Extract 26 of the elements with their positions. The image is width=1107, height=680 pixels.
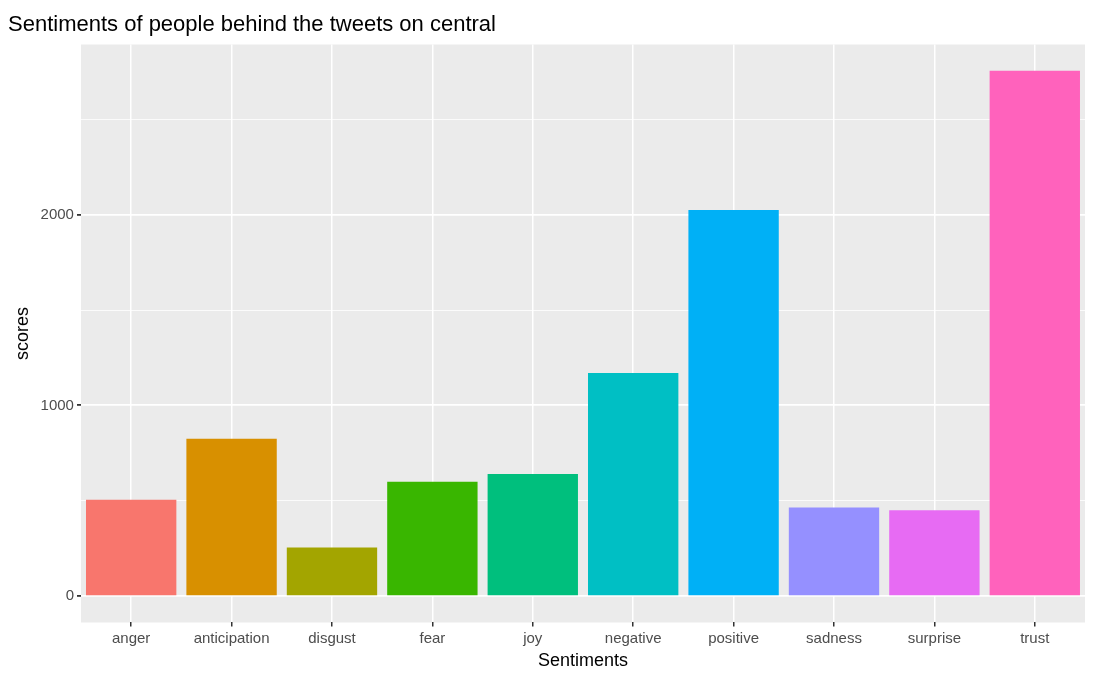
x-tick-label: negative	[604, 628, 662, 646]
y-tick-label: 0	[65, 586, 74, 604]
bar	[186, 438, 277, 596]
y-tick-label: 2000	[40, 204, 74, 222]
bar	[989, 70, 1080, 596]
x-tick-label: sadness	[806, 628, 862, 646]
chart-title: Sentiments of people behind the tweets on central	[8, 11, 496, 37]
x-tick-label: positive	[708, 628, 760, 646]
bar	[286, 547, 378, 596]
bar	[487, 474, 578, 596]
x-tick-label: anger	[111, 628, 151, 646]
x-tick-label: anticipation	[193, 628, 270, 646]
y-tick-label: 1000	[40, 395, 74, 413]
x-axis-title: Sentiments	[537, 650, 629, 671]
x-tick-label: disgust	[308, 628, 357, 646]
y-axis-title: scores	[11, 306, 32, 360]
x-tick-label: surprise	[907, 628, 962, 646]
x-tick-label: joy	[522, 628, 543, 646]
bar	[588, 372, 679, 596]
bar	[889, 510, 980, 596]
bar	[387, 481, 478, 596]
bar	[788, 507, 880, 596]
x-tick-label: trust	[1020, 628, 1051, 646]
bar	[688, 209, 779, 596]
x-tick-label: fear	[419, 628, 446, 646]
bar	[85, 499, 177, 596]
